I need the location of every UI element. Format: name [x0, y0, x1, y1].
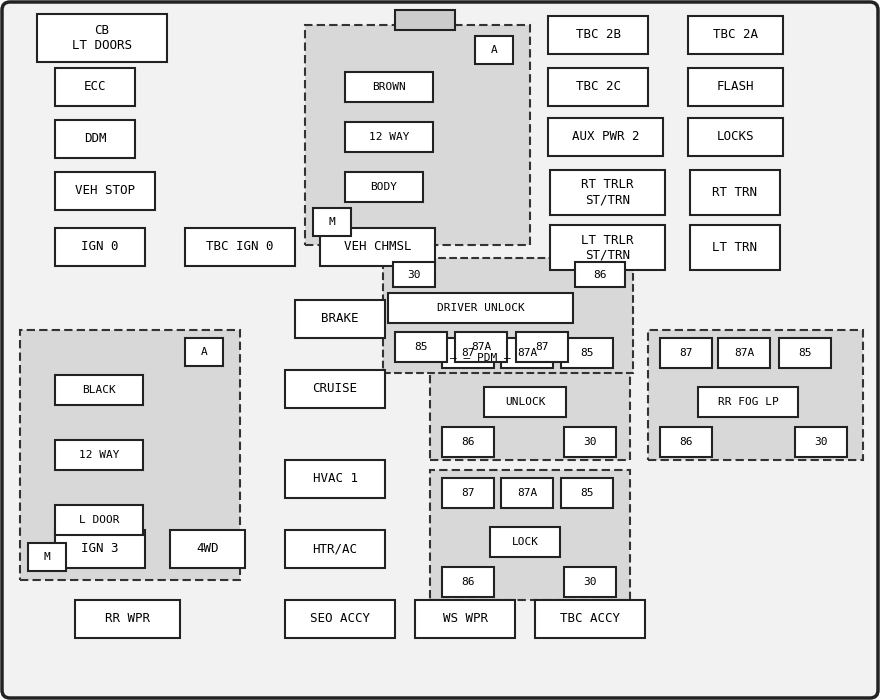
Text: VEH CHMSL: VEH CHMSL: [344, 241, 411, 253]
Text: CRUISE: CRUISE: [312, 382, 357, 396]
Text: IGN 3: IGN 3: [81, 542, 119, 556]
Text: 85: 85: [414, 342, 428, 352]
Text: L DOOR: L DOOR: [78, 515, 120, 525]
Bar: [561, 338, 613, 368]
Bar: [501, 338, 553, 368]
Text: 86: 86: [679, 437, 693, 447]
Text: FLASH: FLASH: [716, 80, 754, 94]
Bar: [564, 427, 616, 457]
Text: 87A: 87A: [517, 488, 537, 498]
Bar: [442, 427, 494, 457]
Text: DRIVER UNLOCK: DRIVER UNLOCK: [436, 303, 524, 313]
Text: 87: 87: [679, 348, 693, 358]
Text: HTR/AC: HTR/AC: [312, 542, 357, 556]
Text: AUX PWR 2: AUX PWR 2: [572, 130, 639, 143]
Text: BROWN: BROWN: [372, 82, 406, 92]
Bar: [393, 262, 435, 287]
Text: RT TRLR
ST/TRN: RT TRLR ST/TRN: [582, 178, 634, 206]
Bar: [55, 68, 135, 106]
Text: IGN 0: IGN 0: [81, 241, 119, 253]
Bar: [575, 262, 625, 287]
Bar: [55, 505, 143, 535]
Text: LOCKS: LOCKS: [716, 130, 754, 143]
Text: ECC: ECC: [84, 80, 106, 94]
Text: SEO ACCY: SEO ACCY: [310, 612, 370, 626]
Text: 30: 30: [583, 577, 597, 587]
Text: TBC ACCY: TBC ACCY: [560, 612, 620, 626]
Text: BLACK: BLACK: [82, 385, 116, 395]
Text: LT TRLR
ST/TRN: LT TRLR ST/TRN: [582, 234, 634, 262]
Text: 86: 86: [461, 437, 474, 447]
Bar: [285, 600, 395, 638]
Bar: [285, 460, 385, 498]
Bar: [688, 118, 783, 156]
Text: 87A: 87A: [517, 348, 537, 358]
Bar: [548, 118, 663, 156]
Bar: [548, 16, 648, 54]
Text: CB
LT DOORS: CB LT DOORS: [72, 24, 132, 52]
Text: 87: 87: [461, 488, 474, 498]
Text: DDM: DDM: [84, 132, 106, 146]
Bar: [395, 332, 447, 362]
Text: 30: 30: [583, 437, 597, 447]
Bar: [28, 543, 66, 571]
Bar: [345, 172, 423, 202]
Bar: [170, 530, 245, 568]
Text: TBC 2B: TBC 2B: [576, 29, 620, 41]
Bar: [779, 338, 831, 368]
Text: 12 WAY: 12 WAY: [369, 132, 409, 142]
Bar: [442, 338, 494, 368]
Bar: [295, 300, 385, 338]
Text: TBC IGN 0: TBC IGN 0: [206, 241, 274, 253]
Bar: [564, 567, 616, 597]
Bar: [442, 567, 494, 597]
Text: BODY: BODY: [370, 182, 398, 192]
Text: TBC 2A: TBC 2A: [713, 29, 758, 41]
Text: 86: 86: [593, 270, 606, 279]
Bar: [430, 330, 630, 460]
Text: 87: 87: [461, 348, 474, 358]
Text: 85: 85: [798, 348, 811, 358]
Bar: [55, 172, 155, 210]
Text: A: A: [491, 45, 497, 55]
Text: 30: 30: [814, 437, 828, 447]
Bar: [55, 440, 143, 470]
Bar: [55, 120, 135, 158]
Bar: [430, 470, 630, 600]
Bar: [55, 228, 145, 266]
Text: — — PDM —: — — PDM —: [450, 353, 510, 363]
Text: 30: 30: [407, 270, 421, 279]
Bar: [415, 600, 515, 638]
Bar: [484, 387, 566, 417]
Bar: [442, 478, 494, 508]
Text: 87A: 87A: [734, 348, 754, 358]
Text: BRAKE: BRAKE: [321, 312, 359, 326]
Bar: [550, 170, 665, 215]
Bar: [20, 330, 240, 580]
Bar: [648, 330, 863, 460]
Bar: [185, 338, 223, 366]
Bar: [698, 387, 798, 417]
Bar: [550, 225, 665, 270]
Text: 85: 85: [580, 348, 594, 358]
Bar: [313, 208, 351, 236]
Text: M: M: [328, 217, 335, 227]
Bar: [660, 427, 712, 457]
Bar: [795, 427, 847, 457]
Text: RR WPR: RR WPR: [105, 612, 150, 626]
Text: A: A: [201, 347, 208, 357]
Bar: [345, 72, 433, 102]
Text: 4WD: 4WD: [196, 542, 219, 556]
Bar: [305, 25, 530, 245]
Bar: [490, 527, 560, 557]
Text: WS WPR: WS WPR: [443, 612, 488, 626]
Text: LT TRN: LT TRN: [713, 241, 758, 254]
Bar: [37, 14, 167, 62]
Bar: [535, 600, 645, 638]
Bar: [388, 293, 573, 323]
Bar: [55, 375, 143, 405]
Bar: [688, 16, 783, 54]
Bar: [185, 228, 295, 266]
Text: 12 WAY: 12 WAY: [78, 450, 120, 460]
